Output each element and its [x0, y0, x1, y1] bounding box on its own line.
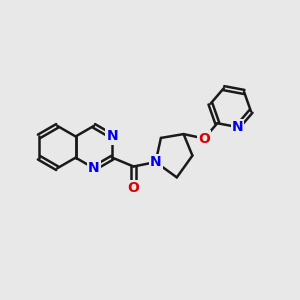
Text: O: O — [128, 181, 140, 195]
Text: N: N — [150, 155, 161, 169]
Text: N: N — [232, 120, 243, 134]
Text: N: N — [88, 161, 100, 175]
Text: N: N — [106, 130, 118, 143]
Text: O: O — [198, 131, 210, 146]
